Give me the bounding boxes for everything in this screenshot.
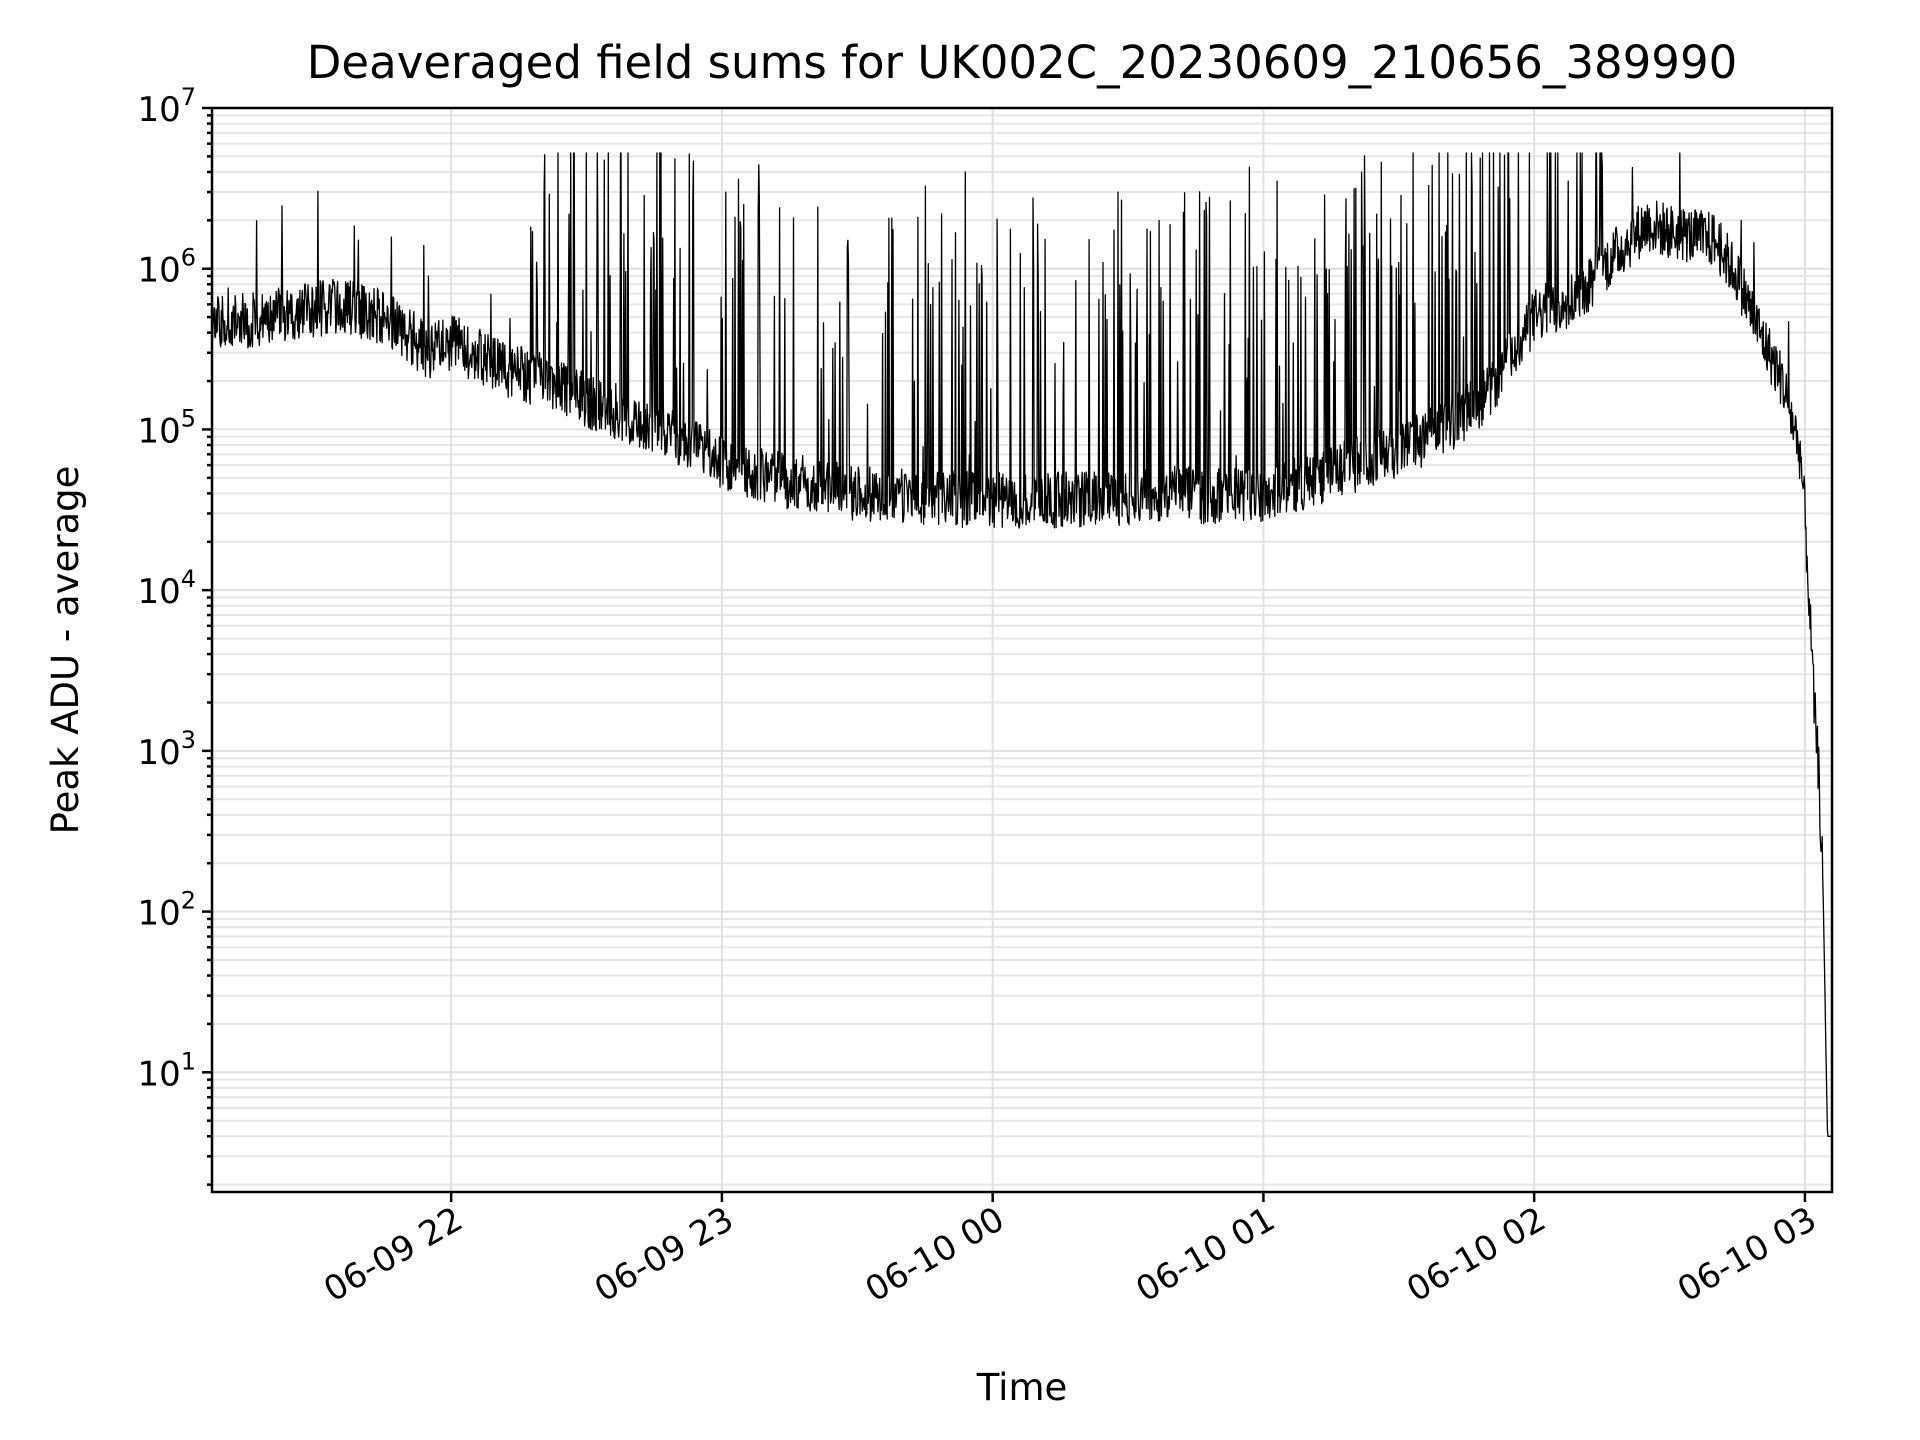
series-line-0 (211, 152, 1833, 1137)
y-tick-label: 103 (137, 726, 196, 773)
y-tick-label: 106 (137, 244, 196, 291)
grid (212, 107, 1832, 1192)
y-tick-label: 105 (137, 404, 196, 451)
x-tick-label: 06-10 01 (1130, 1199, 1282, 1310)
x-tick-label: 06-10 02 (1400, 1199, 1552, 1310)
x-axis-label: Time (976, 1366, 1068, 1409)
x-tick-label: 06-10 00 (859, 1199, 1011, 1310)
x-tick-label: 06-10 03 (1671, 1199, 1823, 1310)
chart-title: Deaveraged field sums for UK002C_2023060… (307, 36, 1737, 89)
x-tick-label: 06-09 23 (588, 1199, 740, 1310)
x-axis: 06-09 22 06-09 23 06-10 00 06-10 01 06-10 02… (317, 1192, 1823, 1310)
plot-frame (210, 106, 1834, 1194)
y-tick-label: 107 (137, 83, 196, 130)
y-tick-label: 104 (137, 565, 196, 612)
x-tick-label: 06-09 22 (317, 1199, 469, 1310)
series-layer (211, 152, 1833, 1137)
y-tick-label: 102 (137, 887, 196, 934)
y-tick-label: 101 (137, 1047, 196, 1094)
y-axis: 101 102 103 104 105 106 107 (137, 83, 212, 1186)
y-axis-label: Peak ADU - average (44, 466, 87, 835)
